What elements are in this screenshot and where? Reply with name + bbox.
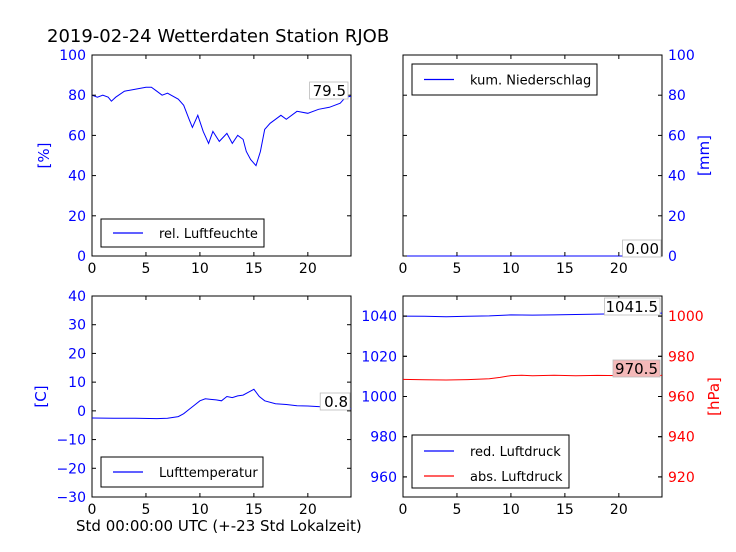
x-tick-label: 5	[452, 261, 461, 277]
y-tick-label: 980	[668, 349, 695, 365]
y-tick-label: −10	[56, 433, 86, 449]
plot-frame-3	[91, 295, 352, 498]
legend-label: red. Luftdruck	[470, 445, 561, 460]
y-tick-label: 80	[68, 88, 86, 104]
last-value-precipitation: 0.00	[626, 240, 659, 258]
y-tick-label: 20	[668, 209, 686, 225]
temperature-line	[91, 388, 352, 420]
y-tick-label: 1040	[361, 309, 397, 325]
x-tick-label: 15	[245, 502, 263, 518]
y-tick-label: 920	[668, 470, 695, 486]
y-tick-label: 0	[77, 404, 86, 420]
absolute-pressure-line	[402, 374, 663, 381]
legend-label: Lufttemperatur	[159, 466, 258, 481]
x-tick-label: 20	[299, 502, 317, 518]
y-tick-label: 0	[77, 249, 86, 265]
figure-title: 2019-02-24 Wetterdaten Station RJOB	[47, 26, 390, 47]
y-tick-label: 1000	[361, 390, 397, 406]
last-value-reduced-pressure: 1041.5	[606, 298, 659, 316]
y-tick-label: 980	[370, 430, 397, 446]
last-value-precipitation-box	[622, 239, 662, 258]
last-value-reduced-pressure-box	[604, 297, 661, 316]
x-tick-label: 15	[556, 261, 574, 277]
x-tick-label: 20	[610, 502, 628, 518]
x-tick-label: 0	[88, 502, 97, 518]
x-tick-label: 5	[141, 261, 150, 277]
x-tick-label: 15	[245, 261, 263, 277]
last-value-humidity-box	[309, 81, 349, 100]
y-tick-label: 40	[68, 289, 86, 305]
humidity-line	[91, 86, 352, 167]
legend-label: abs. Luftdruck	[470, 470, 563, 485]
y-tick-label: 100	[668, 48, 695, 64]
y-tick-label: 40	[68, 169, 86, 185]
legend-label: rel. Luftfeuchte	[159, 227, 258, 242]
y-tick-label: 80	[668, 88, 686, 104]
plot-frame-1	[91, 54, 352, 257]
y-axis-label-precipitation: [mm]	[695, 135, 713, 176]
y-tick-label: 940	[668, 430, 695, 446]
x-tick-label: 10	[191, 502, 209, 518]
last-value-temperature-box	[319, 392, 351, 411]
x-tick-label: 15	[556, 502, 574, 518]
y-tick-label: 100	[59, 48, 86, 64]
y-tick-label: −20	[56, 461, 86, 477]
y-tick-label: 1020	[361, 349, 397, 365]
y-tick-label: 1000	[668, 309, 704, 325]
x-tick-label: 10	[191, 261, 209, 277]
y-tick-label: 960	[370, 470, 397, 486]
last-value-absolute-pressure-box	[612, 359, 661, 378]
y-tick-label: 960	[668, 390, 695, 406]
y-axis-label-temperature: [C]	[32, 385, 50, 407]
x-tick-label: 20	[299, 261, 317, 277]
last-value-humidity: 79.5	[313, 82, 346, 100]
x-tick-label: 0	[399, 261, 408, 277]
y-tick-label: −30	[56, 490, 86, 506]
legend-label: kum. Niederschlag	[470, 74, 591, 89]
y-tick-label: 0	[668, 249, 677, 265]
legend-box-2	[411, 63, 598, 96]
legend-box-4	[411, 434, 570, 489]
y-tick-label: 10	[68, 375, 86, 391]
x-tick-label: 0	[88, 261, 97, 277]
y-axis-label-humidity: [%]	[35, 143, 53, 169]
y-tick-label: 60	[68, 128, 86, 144]
y-tick-label: 30	[68, 318, 86, 334]
x-tick-label: 0	[399, 502, 408, 518]
y-axis-label-pressure: [hPa]	[705, 377, 723, 416]
y-tick-label: 60	[668, 128, 686, 144]
x-axis-caption: Std 00:00:00 UTC (+-23 Std Lokalzeit)	[76, 517, 362, 535]
y-tick-label: 20	[68, 209, 86, 225]
x-tick-label: 5	[141, 502, 150, 518]
y-tick-label: 40	[668, 169, 686, 185]
last-value-absolute-pressure: 970.5	[615, 360, 658, 378]
last-value-temperature: 0.8	[324, 393, 348, 411]
x-tick-label: 10	[502, 261, 520, 277]
x-tick-label: 20	[610, 261, 628, 277]
x-tick-label: 5	[452, 502, 461, 518]
x-tick-label: 10	[502, 502, 520, 518]
y-tick-label: 20	[68, 346, 86, 362]
